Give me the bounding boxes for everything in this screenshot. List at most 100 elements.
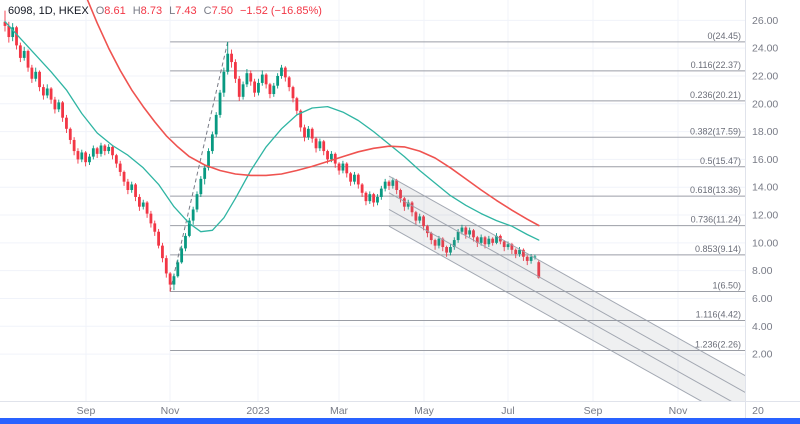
price-axis[interactable]: 26.00 24.00 22.00 20.00 18.00 16.00 14.00 12.00…	[745, 0, 779, 418]
price-tick-label: 20.00	[752, 98, 778, 110]
candle	[257, 82, 260, 93]
candle	[368, 194, 372, 202]
time-tick-label: Nov	[669, 405, 688, 417]
candle	[537, 262, 541, 278]
price-tick-label: 6.00	[752, 293, 773, 305]
ohlc-low-label: L	[169, 5, 176, 17]
candle	[107, 146, 111, 152]
fib-level-label: 1.116(4.42)	[696, 309, 741, 319]
candle	[379, 188, 383, 197]
candle	[214, 114, 218, 135]
price-tick-label: 18.00	[752, 126, 778, 138]
candle	[141, 202, 145, 207]
candle	[176, 262, 180, 277]
ma-slow-red	[86, 0, 540, 227]
candle	[322, 141, 326, 152]
candle	[356, 174, 360, 185]
candle	[287, 77, 291, 88]
candle	[218, 92, 222, 115]
candle	[318, 141, 322, 149]
fib-level-label: 0(24.45)	[707, 31, 741, 41]
fib-level-label: 0.236(20.21)	[690, 90, 741, 100]
symbol-title: 6098, 1D, HKEX	[8, 5, 89, 17]
candle	[30, 67, 34, 79]
candle	[126, 181, 130, 191]
candle	[402, 198, 406, 207]
candle	[122, 171, 126, 182]
candle	[11, 27, 15, 38]
candle	[130, 184, 134, 191]
ma-fast-teal	[4, 21, 540, 241]
channel-fill	[389, 176, 745, 401]
candle	[264, 74, 268, 85]
candle	[514, 249, 518, 254]
candle	[437, 238, 441, 246]
channel-line	[388, 225, 703, 401]
fib-level-label: 0.736(11.24)	[691, 215, 741, 225]
candle	[475, 237, 479, 243]
candle	[349, 173, 352, 182]
candle	[345, 163, 349, 174]
fib-level-label: 0.5(15.47)	[700, 156, 741, 166]
candle	[84, 152, 88, 163]
candle	[57, 102, 61, 110]
candle	[34, 71, 38, 79]
candle	[42, 87, 45, 96]
channel-line	[388, 175, 745, 377]
candle	[210, 134, 214, 152]
price-tick-label: 2.00	[752, 349, 773, 361]
candle	[306, 128, 310, 138]
ma-line	[4, 21, 540, 241]
fib-level-label: 1.236(2.26)	[695, 339, 741, 349]
candle	[164, 258, 168, 274]
candle	[429, 233, 433, 241]
price-tick-label: 4.00	[752, 321, 773, 333]
candle	[237, 78, 241, 97]
price-tick-label: 14.00	[752, 182, 778, 194]
candle	[456, 231, 460, 241]
candle	[53, 99, 57, 110]
candle	[445, 247, 448, 253]
candle	[276, 75, 280, 86]
candle	[111, 146, 114, 156]
candle	[314, 138, 318, 149]
candle	[65, 117, 68, 129]
candle	[26, 50, 30, 68]
candle	[272, 85, 276, 95]
candle	[203, 167, 207, 179]
candle	[249, 73, 253, 82]
candle	[506, 244, 510, 248]
ohlc-low-value: 7.43	[175, 5, 197, 17]
ohlc-close-label: C	[203, 5, 212, 17]
candle	[364, 192, 368, 202]
candle	[295, 98, 299, 111]
candle	[341, 163, 345, 171]
candle	[234, 62, 237, 79]
price-tick-label: 8.00	[752, 265, 773, 277]
candle	[391, 180, 395, 186]
candle	[260, 74, 264, 83]
fib-level-label: 0.853(9.14)	[695, 244, 741, 254]
channel-line	[388, 209, 732, 401]
change-value: −1.52 (−16.85%)	[240, 5, 322, 17]
candle	[207, 151, 210, 168]
time-axis[interactable]: Sep Nov 2023 Mar May Jul Sep Nov 20	[0, 401, 800, 418]
candle	[483, 237, 487, 245]
candle	[118, 163, 122, 172]
candle	[68, 128, 72, 140]
candle	[487, 238, 491, 245]
grid-layer	[0, 0, 745, 401]
candles-layer	[3, 10, 541, 292]
fib-level-label: 1(6.50)	[712, 281, 741, 291]
candle	[22, 50, 26, 58]
fib-trendline	[169, 41, 229, 292]
ohlc-high-value: 8.73	[140, 5, 163, 17]
candle	[61, 102, 64, 118]
symbol-legend[interactable]: 6098, 1D, HKEX O8.61 H8.73 L7.43 C7.50 −1.52 …	[8, 5, 322, 17]
fib-level-label: 0.618(13.36)	[690, 185, 741, 195]
price-tick-label: 10.00	[752, 237, 778, 249]
price-tick-label: 22.00	[752, 70, 778, 82]
candle	[337, 163, 341, 171]
